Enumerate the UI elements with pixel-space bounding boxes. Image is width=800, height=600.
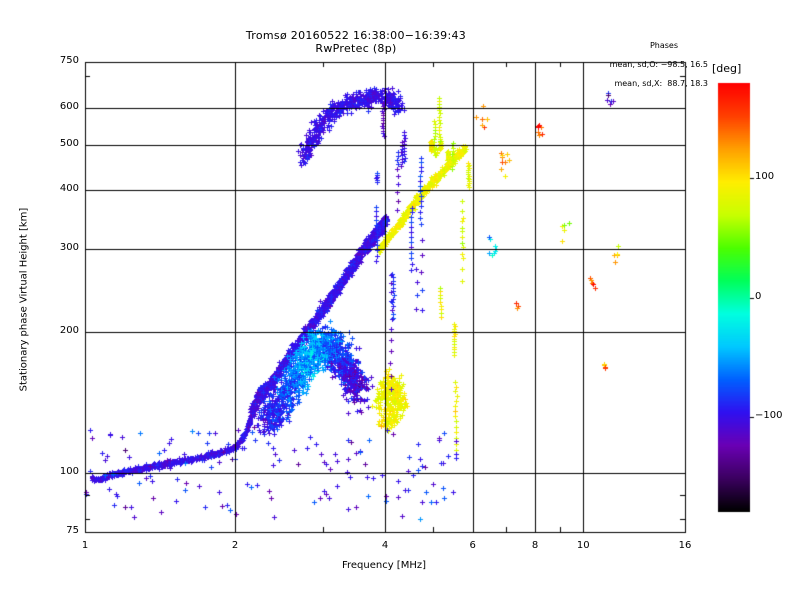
phase-stats-x-mode: mean, sd,X: 88.7, 18.3 — [614, 79, 708, 88]
x-axis-label: Frequency [MHz] — [341, 560, 427, 571]
x-tick-label: 4 — [381, 540, 389, 551]
y-tick-label: 300 — [59, 242, 79, 254]
y-tick-label: 500 — [59, 137, 79, 149]
phase-stats-heading: Phases — [649, 41, 678, 50]
y-tick-label: 100 — [59, 466, 79, 478]
colorbar-tick-label: 0 — [755, 290, 762, 302]
y-axis-label: Stationary phase Virtual Height [km] — [18, 207, 30, 392]
y-tick-label: 400 — [59, 183, 79, 195]
x-tick-label: 1 — [81, 540, 89, 551]
x-tick-label: 8 — [531, 540, 539, 551]
x-tick-label: 10 — [576, 540, 590, 551]
x-tick-label: 2 — [231, 540, 239, 551]
colorbar-tick-label: 100 — [755, 171, 775, 183]
colorbar-tick-label: −100 — [755, 409, 783, 421]
phase-stats-o-mode: mean, sd,O: −98.5, 16.5 — [609, 60, 708, 69]
colorbar-unit-label: [deg] — [712, 62, 742, 75]
phase-statistics-block: Phases mean, sd,O: −98.5, 16.5 mean, sd,… — [599, 22, 708, 98]
y-tick-label: 600 — [59, 100, 79, 112]
plot-title-line2: RwPretec (8p) — [315, 42, 397, 55]
y-tick-label: 750 — [59, 55, 79, 66]
x-tick-label: 6 — [469, 540, 476, 551]
x-tick-label: 16 — [678, 540, 692, 551]
y-tick-label: 75 — [66, 525, 79, 536]
y-tick-label: 200 — [59, 324, 79, 336]
plot-title-line1: Tromsø 20160522 16:38:00−16:39:43 — [245, 29, 467, 42]
